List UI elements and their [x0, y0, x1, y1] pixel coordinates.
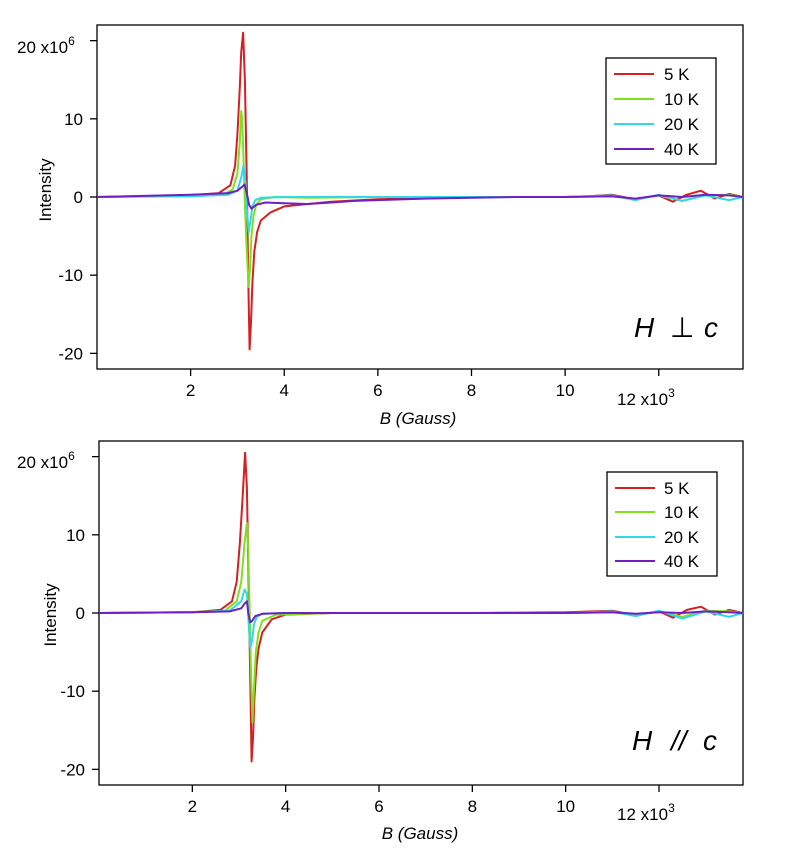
x-tick-label: 8 [467, 381, 476, 400]
x-tick-label: 10 [556, 381, 575, 400]
legend-label-5k: 5 K [664, 65, 690, 84]
legend: 5 K 10 K 20 K 40 K [606, 471, 718, 577]
chart-panel-bottom: 20 x106 12 x103 B (Gauss) Intensity H //… [17, 440, 744, 843]
annotation-h: H [632, 725, 653, 756]
annotation: H ⊥ c [634, 312, 718, 343]
legend-label-20k: 20 K [664, 528, 700, 547]
x-axis-title: B (Gauss) [382, 824, 459, 843]
x-tick-label: 4 [281, 797, 290, 816]
y-tick-label: 0 [76, 604, 85, 623]
y-axis-title: Intensity [36, 158, 55, 222]
series-line-40k [98, 600, 744, 624]
legend-label-40k: 40 K [664, 140, 700, 159]
y-tick-label: 0 [74, 188, 83, 207]
y-axis-unit: 20 x106 [17, 34, 75, 57]
y-axis-unit: 20 x106 [17, 449, 75, 472]
annotation-c: c [703, 725, 717, 756]
x-axis-unit: 12 x103 [617, 386, 675, 409]
series-line-20k [98, 588, 744, 650]
legend-box [605, 57, 717, 165]
y-tick-label: -10 [60, 682, 85, 701]
y-axis-title: Intensity [41, 583, 60, 647]
series-line-5k [98, 451, 744, 763]
x-tick-label: 8 [468, 797, 477, 816]
y-tick-label: -20 [58, 344, 83, 363]
legend-label-5k: 5 K [664, 479, 690, 498]
y-tick-label: -20 [60, 760, 85, 779]
legend-box [606, 471, 718, 577]
annotation-h: H [634, 312, 655, 343]
y-tick-label: -10 [58, 266, 83, 285]
legend-label-20k: 20 K [664, 115, 700, 134]
x-tick-label: 6 [373, 381, 382, 400]
y-tick-label: 10 [64, 110, 83, 129]
x-tick-label: 2 [188, 797, 197, 816]
annotation-c: c [704, 312, 718, 343]
x-tick-label: 10 [556, 797, 575, 816]
legend-label-10k: 10 K [664, 503, 700, 522]
legend-label-10k: 10 K [664, 90, 700, 109]
series-line-40k [96, 183, 744, 210]
x-tick-label: 4 [280, 381, 289, 400]
y-tick-label: 10 [66, 526, 85, 545]
x-axis-unit: 12 x103 [617, 801, 675, 824]
chart-panel-top: 20 x106 12 x103 B (Gauss) Intensity H ⊥ … [17, 24, 744, 428]
annotation: H // c [632, 725, 717, 756]
x-tick-label: 6 [374, 797, 383, 816]
x-tick-label: 2 [186, 381, 195, 400]
annotation-symbol: ⊥ [670, 312, 694, 343]
annotation-symbol: // [669, 725, 690, 756]
x-axis-title: B (Gauss) [380, 409, 457, 428]
legend-label-40k: 40 K [664, 552, 700, 571]
legend: 5 K 10 K 20 K 40 K [605, 57, 717, 165]
